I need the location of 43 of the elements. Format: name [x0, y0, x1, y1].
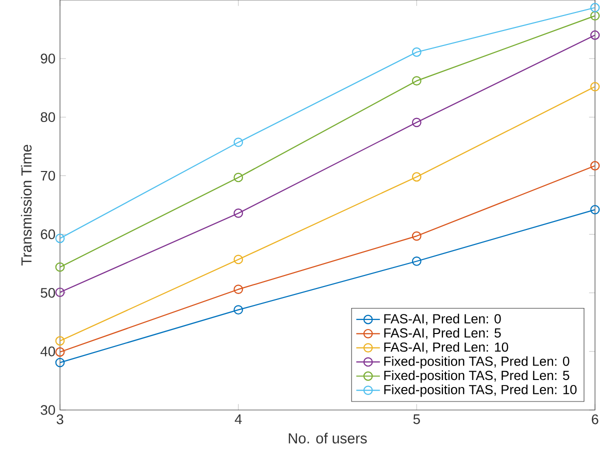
point — [234, 305, 244, 315]
y-tick-label: 90 — [40, 54, 56, 64]
point — [412, 231, 422, 241]
point — [234, 172, 244, 182]
point — [55, 347, 65, 357]
point — [590, 2, 600, 12]
point — [590, 82, 600, 92]
x-tick-label: 4 — [234, 414, 242, 424]
x-axis-title: No. of users — [288, 432, 367, 444]
point — [234, 208, 244, 218]
y-tick-label: 70 — [40, 170, 56, 181]
point — [234, 254, 244, 264]
legend-label: Fixed-position TAS, Pred Len: 0 — [384, 356, 570, 369]
y-tick-label: 40 — [40, 346, 56, 356]
x-tick-label: 5 — [413, 414, 420, 424]
point — [412, 76, 422, 86]
legend-label: FAS-AI, Pred Len: 0 — [384, 314, 501, 326]
legend-label: FAS-AI, Pred Len: 5 — [384, 328, 501, 340]
point — [234, 138, 244, 148]
x-tick-label: 6 — [592, 414, 598, 424]
point — [590, 204, 600, 214]
legend-label: Fixed-position TAS, Pred Len: 10 — [384, 384, 577, 397]
y-axis-title: Transmission Time — [20, 144, 32, 266]
y-tick-label: 50 — [40, 288, 56, 298]
point — [55, 288, 65, 297]
point — [412, 118, 422, 128]
point — [412, 47, 422, 57]
point — [412, 256, 422, 266]
legend-label: FAS-AI, Pred Len: 10 — [384, 342, 508, 354]
y-tick-label: 60 — [40, 229, 56, 240]
point — [55, 262, 65, 272]
point — [590, 11, 600, 21]
point — [590, 30, 600, 40]
point — [234, 284, 244, 294]
legend-label: Fixed-position TAS, Pred Len: 5 — [384, 370, 570, 383]
x-tick-label: 3 — [56, 414, 64, 424]
y-tick-label: 30 — [40, 405, 56, 415]
point — [55, 336, 65, 346]
point — [55, 358, 65, 368]
point — [590, 161, 600, 170]
y-tick-label: 80 — [40, 112, 56, 122]
point — [55, 234, 65, 244]
point — [412, 172, 422, 182]
